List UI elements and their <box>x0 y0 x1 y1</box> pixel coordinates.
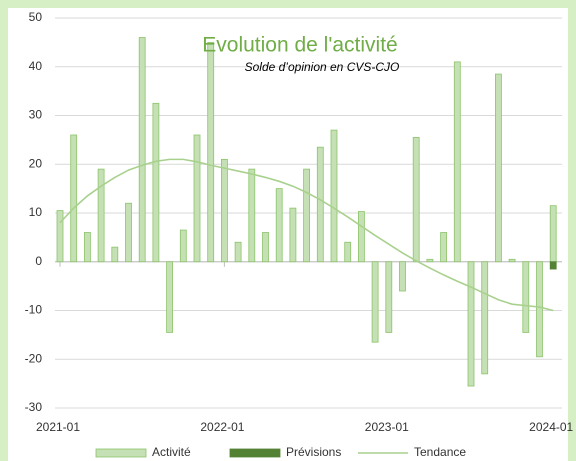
bar <box>56 210 64 263</box>
bar <box>152 102 160 263</box>
bar <box>467 261 475 387</box>
bar <box>549 205 557 263</box>
bar <box>412 137 420 263</box>
bar <box>371 261 379 343</box>
bar <box>399 261 406 292</box>
bar <box>289 207 297 263</box>
x-tick-label: 2024-01 <box>529 420 573 434</box>
bar <box>166 261 174 333</box>
bar <box>262 232 269 263</box>
bar <box>536 261 543 358</box>
bar <box>481 261 489 375</box>
bar <box>426 258 434 263</box>
bar <box>70 134 78 263</box>
bar <box>549 261 557 270</box>
bar <box>234 241 242 263</box>
bar <box>125 202 132 263</box>
bar <box>508 258 516 263</box>
bar <box>440 232 448 263</box>
bar <box>344 241 352 263</box>
y-tick-label: 40 <box>29 59 43 73</box>
bar <box>385 261 393 333</box>
plot-background <box>8 8 568 461</box>
legend-label: Prévisions <box>286 445 341 459</box>
legend-swatch <box>95 448 147 458</box>
legend-swatch <box>229 448 281 458</box>
x-tick-label: 2023-01 <box>365 420 409 434</box>
y-tick-label: 10 <box>29 205 43 219</box>
y-tick-label: 50 <box>29 10 43 24</box>
legend-label: Activité <box>152 445 191 459</box>
bar <box>138 37 146 263</box>
y-tick-label: 20 <box>29 156 43 170</box>
y-tick-label: 0 <box>35 254 42 268</box>
bar <box>111 246 119 263</box>
bar <box>84 232 91 263</box>
y-tick-label: -10 <box>25 303 43 317</box>
bar <box>453 61 461 263</box>
bar <box>357 211 365 263</box>
bar <box>522 261 530 333</box>
bar <box>330 129 338 263</box>
y-tick-label: 30 <box>29 108 43 122</box>
bar <box>275 188 283 263</box>
bar <box>207 41 215 263</box>
x-tick-label: 2021-01 <box>36 420 80 434</box>
marks <box>56 37 557 387</box>
bar <box>220 158 228 263</box>
bar <box>494 73 502 263</box>
bar <box>316 146 324 263</box>
bar <box>193 134 201 263</box>
chart-title: Evolution de l'activité <box>202 34 397 57</box>
trend-line <box>59 158 554 312</box>
chart-subtitle: Solde d’opinion en CVS-CJO <box>245 60 400 74</box>
y-tick-label: -20 <box>25 351 43 365</box>
y-tick-label: -30 <box>25 400 43 414</box>
bar <box>248 168 256 263</box>
legend-label: Tendance <box>414 445 466 459</box>
bar <box>179 229 187 263</box>
bar <box>303 168 311 263</box>
x-tick-label: 2022-01 <box>200 420 244 434</box>
bar <box>97 168 105 263</box>
